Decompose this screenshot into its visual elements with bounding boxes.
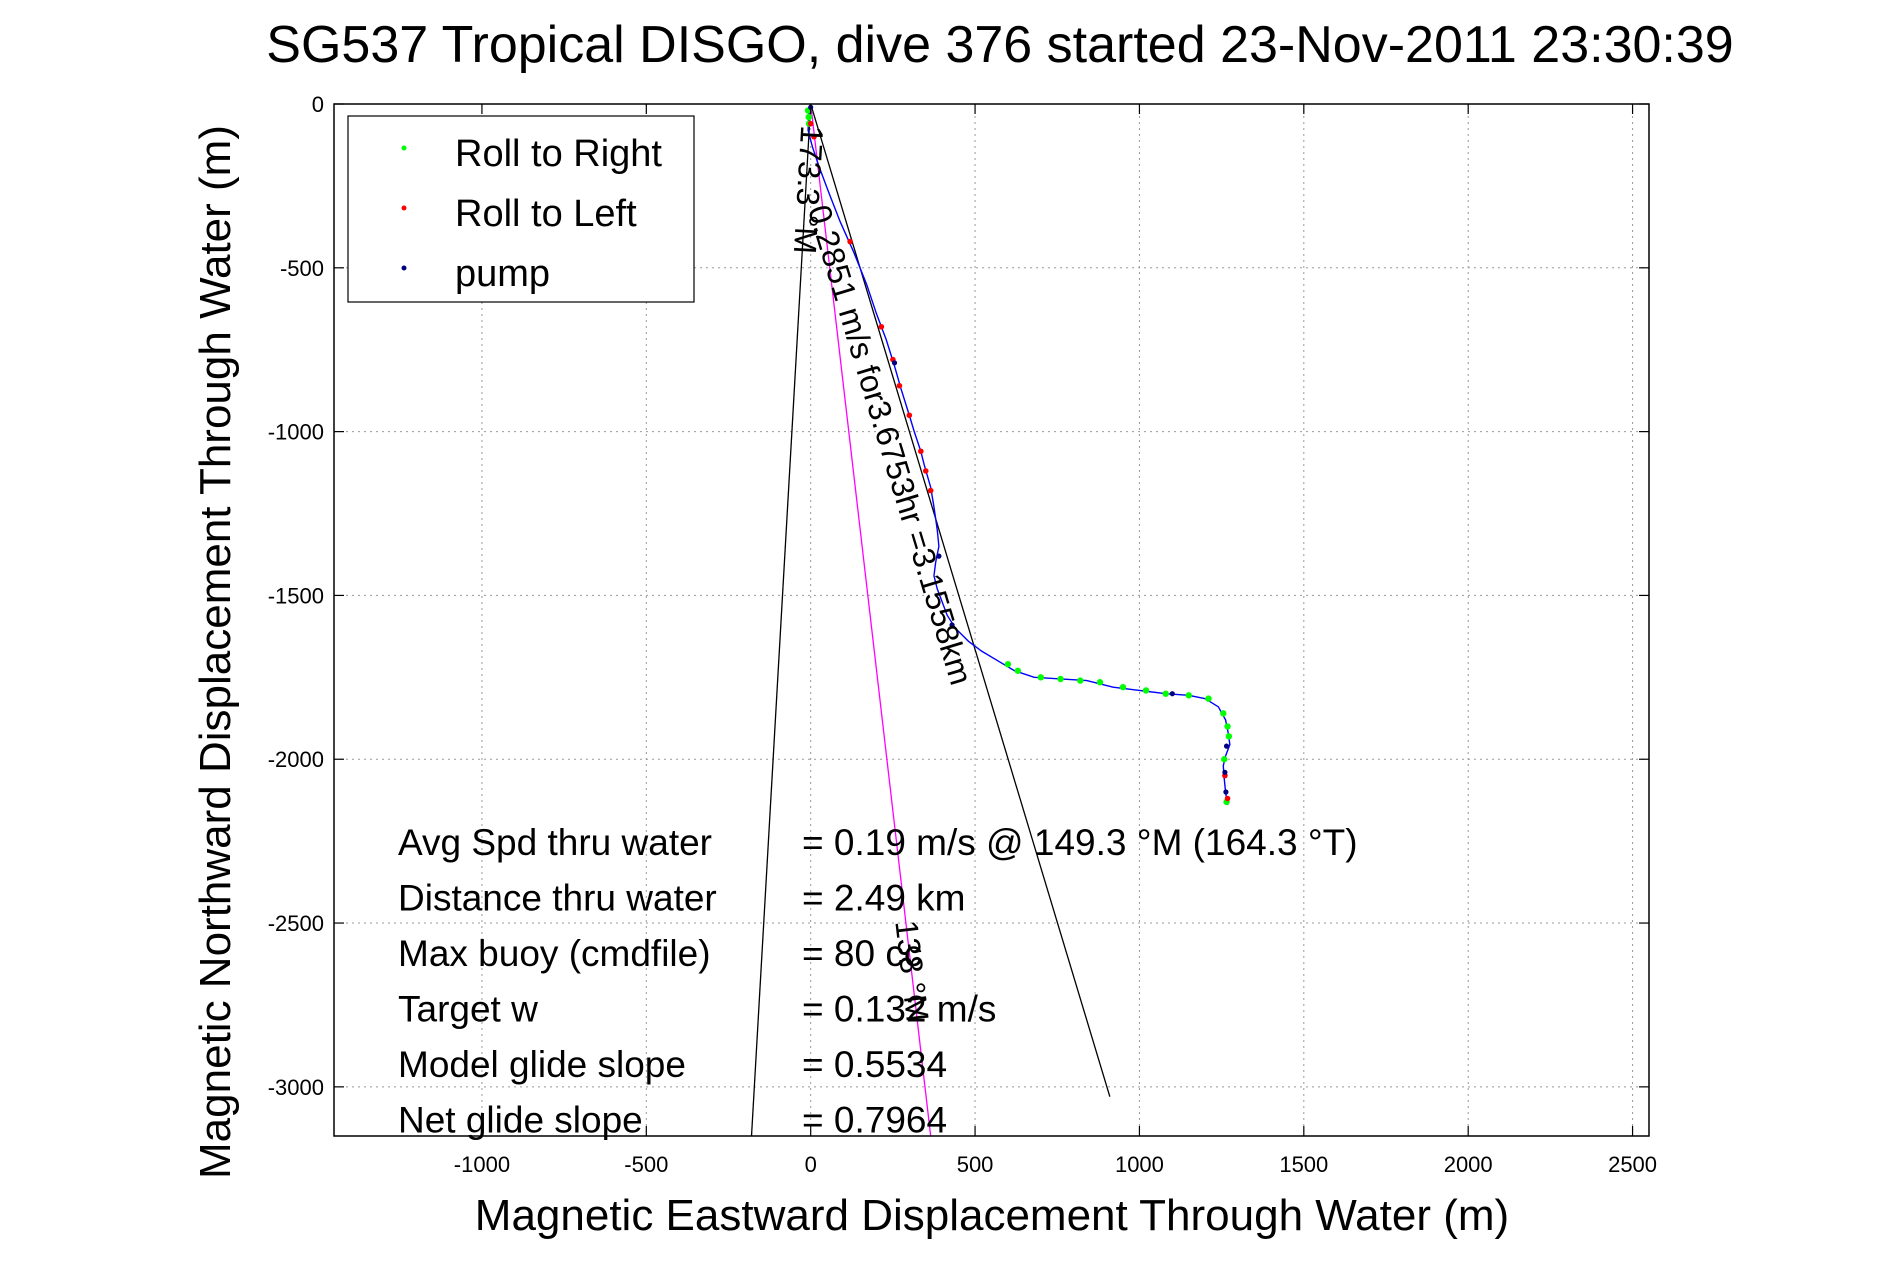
x-tick-label: 1500	[1279, 1152, 1328, 1177]
roll-right-point	[1037, 674, 1045, 681]
roll-right-point	[1014, 667, 1021, 674]
x-axis-label: Magnetic Eastward Displacement Through W…	[475, 1191, 1509, 1240]
roll-left-point	[847, 238, 853, 245]
x-tick-label: 1000	[1115, 1152, 1164, 1177]
roll-left-point	[918, 448, 924, 455]
stat-value: = 0.132 m/s	[802, 989, 996, 1030]
y-axis-label: Magnetic Northward Displacement Through …	[191, 125, 240, 1179]
roll-right-point	[1119, 683, 1127, 691]
roll-right-point	[1057, 675, 1064, 683]
roll-right-point	[1162, 690, 1169, 697]
legend-label: pump	[455, 253, 550, 295]
y-tick-label: -1500	[268, 583, 324, 608]
roll-left-point	[807, 120, 814, 127]
pump-point	[1223, 743, 1230, 749]
stat-label: Model glide slope	[398, 1044, 686, 1085]
x-tick-label: 2000	[1444, 1152, 1493, 1177]
x-tick-label: 500	[957, 1152, 994, 1177]
pump-point	[891, 360, 898, 366]
roll-right-point	[1221, 756, 1228, 763]
legend-marker	[401, 145, 407, 151]
guide-line	[750, 103, 812, 1137]
stat-value: = 0.19 m/s @ 149.3 °M (164.3 °T)	[802, 822, 1358, 863]
grid	[334, 103, 1649, 1136]
stats-annotations: Avg Spd thru water = 0.19 m/s @ 149.3 °M …	[398, 822, 1358, 1141]
roll-right-point	[1185, 692, 1192, 699]
y-tick-label: -1000	[268, 420, 324, 445]
pump-point	[1169, 691, 1175, 697]
roll-right-point	[1220, 710, 1227, 717]
roll-left-point	[927, 487, 934, 494]
roll-right-point	[1096, 679, 1104, 686]
x-tick-label: -500	[624, 1152, 668, 1177]
roll-right-point	[1142, 687, 1150, 694]
stat-value: = 80 cc	[802, 933, 922, 974]
plot-frame	[333, 103, 1650, 1137]
stat-label: Avg Spd thru water	[398, 822, 712, 863]
markers	[804, 104, 1233, 806]
stat-value: = 0.7964	[802, 1100, 947, 1141]
dive-track	[807, 103, 1231, 806]
legend: Roll to Right Roll to Left pump	[347, 115, 695, 303]
pump-point	[1223, 789, 1229, 795]
y-axis-ticks: 0 -500 -1000 -1500 -2000 -2500 -3000	[268, 92, 1649, 1100]
roll-left-point	[896, 382, 903, 389]
pump-point	[936, 553, 942, 559]
roll-right-point	[1077, 677, 1084, 684]
track-line	[807, 103, 1231, 806]
roll-left-point	[878, 323, 885, 330]
roll-left-point	[922, 468, 929, 474]
legend-label: Roll to Right	[455, 133, 662, 175]
y-tick-label: -3000	[268, 1075, 324, 1100]
roll-left-point	[811, 133, 817, 140]
legend-marker	[401, 205, 407, 211]
roll-left-point	[1224, 795, 1231, 802]
line-label: 173.3 °M	[787, 125, 830, 255]
roll-right-point	[1224, 723, 1231, 730]
roll-right-point	[1004, 661, 1012, 668]
guide-line	[810, 103, 932, 1137]
y-tick-label: -500	[280, 256, 324, 281]
x-axis-ticks: -1000 -500 0 500 1000 1500 2000 2500	[454, 104, 1657, 1177]
roll-right-point	[1205, 695, 1212, 702]
x-tick-label: -1000	[454, 1152, 510, 1177]
stat-label: Distance thru water	[398, 878, 717, 919]
x-tick-label: 2500	[1608, 1152, 1657, 1177]
x-tick-label: 0	[805, 1152, 817, 1177]
stat-label: Net glide slope	[398, 1100, 643, 1141]
legend-marker	[401, 265, 407, 271]
stat-label: Target w	[398, 989, 538, 1030]
stat-value: = 2.49 km	[802, 878, 966, 919]
pump-point	[949, 622, 955, 628]
pump-point	[1222, 769, 1228, 775]
chart-title: SG537 Tropical DISGO, dive 376 started 2…	[266, 16, 1733, 74]
roll-right-point	[805, 113, 812, 121]
y-tick-label: 0	[312, 92, 324, 117]
y-tick-label: -2500	[268, 911, 324, 936]
stat-value: = 0.5534	[802, 1044, 947, 1085]
y-tick-label: -2000	[268, 747, 324, 772]
roll-left-point	[906, 412, 913, 419]
roll-right-point	[1225, 733, 1233, 740]
legend-label: Roll to Left	[455, 193, 637, 235]
stat-label: Max buoy (cmdfile)	[398, 933, 711, 974]
